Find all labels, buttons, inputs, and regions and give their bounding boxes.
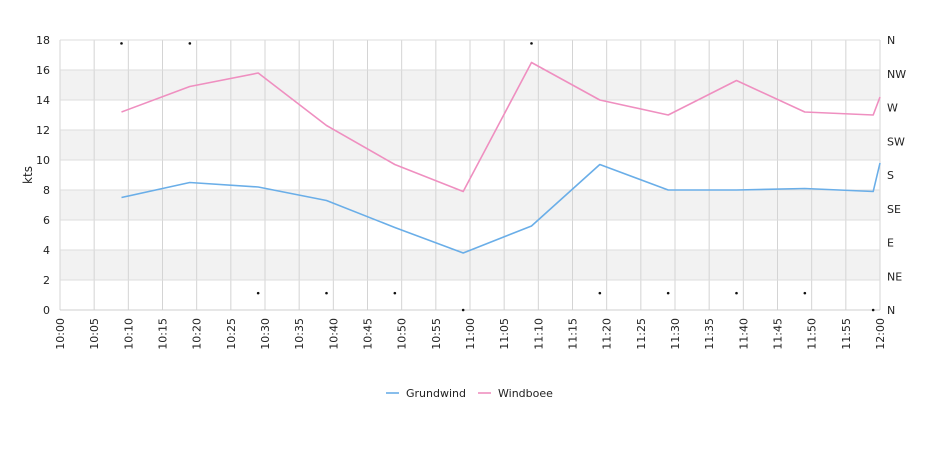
direction-marker bbox=[803, 291, 807, 295]
y-tick-label: 6 bbox=[43, 214, 50, 227]
legend-label: Grundwind bbox=[406, 387, 466, 400]
x-axis-ticks: 10:00 10:05 10:10 10:15 10:20 10:25 10:30 10:35… bbox=[54, 318, 887, 350]
series-line-windboee bbox=[121, 61, 881, 193]
x-tick-label: 11:20 bbox=[601, 318, 614, 350]
direction-marker bbox=[393, 291, 397, 295]
x-tick-label: 10:15 bbox=[157, 318, 170, 350]
x-tick-label: 10:20 bbox=[191, 318, 204, 350]
direction-tick-label: E bbox=[887, 237, 894, 250]
y-tick-label: 10 bbox=[36, 154, 50, 167]
direction-marker bbox=[461, 308, 465, 312]
direction-markers bbox=[120, 42, 875, 312]
legend: Grundwind Windboee bbox=[386, 387, 553, 400]
x-tick-label: 11:15 bbox=[567, 318, 580, 350]
direction-tick-label: SE bbox=[887, 203, 901, 216]
x-tick-label: 10:50 bbox=[396, 318, 409, 350]
x-tick-label: 10:30 bbox=[259, 318, 272, 350]
x-tick-label: 10:35 bbox=[293, 318, 306, 350]
direction-tick-label: W bbox=[887, 102, 898, 115]
horizontal-gridlines bbox=[60, 39, 880, 311]
direction-tick-label: NE bbox=[887, 270, 902, 283]
y-axis-ticks: 0 2 4 6 8 10 12 14 16 18 bbox=[36, 34, 50, 317]
y-tick-label: 14 bbox=[36, 94, 50, 107]
legend-label: Windboee bbox=[498, 387, 553, 400]
direction-axis-ticks: N NE E SE S SW W NW N bbox=[887, 34, 906, 317]
direction-tick-label: SW bbox=[887, 135, 905, 148]
y-tick-label: 12 bbox=[36, 124, 50, 137]
direction-tick-label: N bbox=[887, 34, 895, 47]
series-line-grundwind bbox=[121, 162, 881, 254]
x-tick-label: 11:35 bbox=[703, 318, 716, 350]
direction-marker bbox=[530, 42, 533, 45]
x-tick-label: 10:25 bbox=[225, 318, 238, 350]
direction-marker bbox=[120, 42, 123, 45]
direction-marker bbox=[188, 42, 192, 45]
direction-tick-label: NW bbox=[887, 68, 906, 81]
x-tick-label: 11:40 bbox=[737, 318, 750, 350]
y-tick-label: 16 bbox=[36, 64, 50, 77]
x-tick-label: 11:45 bbox=[772, 318, 785, 350]
direction-marker bbox=[871, 308, 875, 312]
x-tick-label: 10:05 bbox=[88, 318, 101, 350]
direction-tick-label: S bbox=[887, 169, 894, 182]
vertical-gridlines bbox=[59, 40, 881, 310]
direction-marker bbox=[735, 291, 738, 295]
x-tick-label: 10:40 bbox=[327, 318, 340, 350]
x-tick-label: 11:55 bbox=[840, 318, 853, 350]
x-tick-label: 10:55 bbox=[430, 318, 443, 350]
x-tick-label: 11:10 bbox=[532, 318, 545, 350]
x-tick-label: 10:45 bbox=[362, 318, 375, 350]
y-tick-label: 4 bbox=[43, 244, 50, 257]
y-tick-label: 8 bbox=[43, 184, 50, 197]
y-tick-label: 0 bbox=[43, 304, 50, 317]
series-lines bbox=[121, 61, 881, 254]
x-tick-label: 11:00 bbox=[464, 318, 477, 350]
x-tick-label: 11:50 bbox=[806, 318, 819, 350]
x-tick-label: 11:25 bbox=[635, 318, 648, 350]
direction-marker bbox=[325, 291, 328, 295]
x-tick-label: 11:05 bbox=[498, 318, 511, 350]
y-tick-label: 2 bbox=[43, 274, 50, 287]
y-axis-label: kts bbox=[21, 166, 35, 184]
x-tick-label: 10:00 bbox=[54, 318, 67, 350]
direction-marker bbox=[256, 291, 260, 295]
x-tick-label: 10:10 bbox=[122, 318, 135, 350]
direction-marker bbox=[598, 291, 602, 295]
direction-tick-label: N bbox=[887, 304, 895, 317]
x-tick-label: 12:00 bbox=[874, 318, 887, 350]
direction-marker bbox=[666, 291, 670, 295]
y-tick-label: 18 bbox=[36, 34, 50, 47]
x-tick-label: 11:30 bbox=[669, 318, 682, 350]
